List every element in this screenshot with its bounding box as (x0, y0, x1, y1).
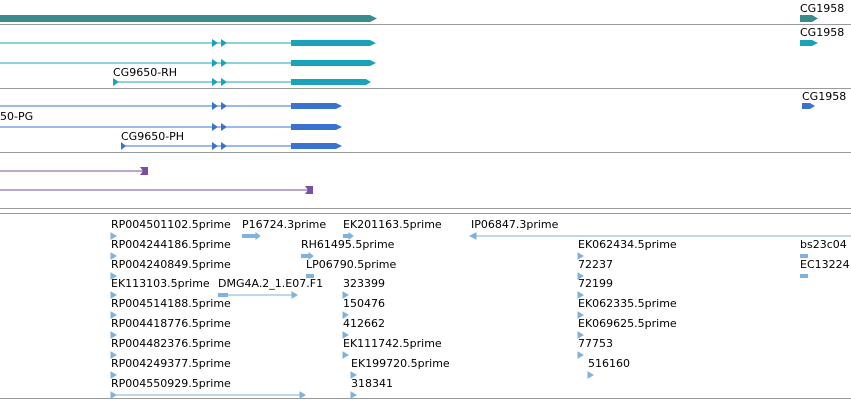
est-feature[interactable] (110, 311, 117, 319)
est-feature[interactable] (577, 351, 584, 359)
est-feature[interactable] (587, 371, 594, 379)
est-label[interactable]: EK062434.5prime (578, 238, 677, 251)
est-label[interactable]: IP06847.3prime (471, 218, 559, 231)
mrna-track (0, 39, 818, 86)
est-feature[interactable] (110, 232, 117, 240)
est-feature[interactable] (110, 272, 117, 280)
est-feature[interactable] (350, 371, 357, 379)
est-label[interactable]: EK062335.5prime (578, 297, 677, 310)
est-feature[interactable] (242, 232, 261, 240)
cds-label-pg[interactable]: 50-PG (0, 110, 34, 123)
est-label[interactable]: EC13224 (800, 258, 850, 271)
est-feature[interactable] (218, 291, 298, 299)
est-label[interactable]: 77753 (578, 337, 613, 350)
mrna-transcript-cg9650-rh[interactable] (113, 78, 371, 86)
est-feature[interactable] (468, 232, 851, 240)
mrna-label-cg9650-rh[interactable]: CG9650-RH (113, 66, 178, 79)
gene-feature-cg9650[interactable] (0, 15, 377, 22)
track-separator (0, 208, 851, 209)
est-label[interactable]: EK069625.5prime (578, 317, 677, 330)
est-label[interactable]: 412662 (343, 317, 385, 330)
cds-feature[interactable] (0, 102, 342, 110)
cds-feature-cg1958[interactable] (802, 103, 815, 109)
est-feature[interactable] (577, 252, 584, 260)
track-separator (0, 152, 851, 153)
est-label[interactable]: EK113103.5prime (111, 277, 210, 290)
est-feature[interactable] (342, 351, 349, 359)
mrna-transcript[interactable] (0, 39, 376, 47)
est-label[interactable]: 318341 (351, 377, 393, 390)
est-feature[interactable] (110, 371, 117, 379)
est-label[interactable]: RP004514188.5prime (111, 297, 231, 310)
est-label[interactable]: 516160 (588, 357, 630, 370)
est-feature[interactable] (301, 252, 314, 260)
est-label[interactable]: 72199 (578, 277, 613, 290)
est-label[interactable]: RP004482376.5prime (111, 337, 231, 350)
est-label[interactable]: RP004550929.5prime (111, 377, 231, 390)
gene-label-cg1958[interactable]: CG1958 (800, 2, 845, 15)
est-label[interactable]: 72237 (578, 258, 613, 271)
cds-track (0, 102, 815, 150)
est-label[interactable]: LP06790.5prime (306, 258, 397, 271)
est-label[interactable]: 150476 (343, 297, 385, 310)
est-label[interactable]: RP004249377.5prime (111, 357, 231, 370)
est-feature[interactable] (110, 252, 117, 260)
est-feature[interactable] (343, 232, 354, 240)
est-label[interactable]: bs23c04 (800, 238, 847, 251)
est-label[interactable]: P16724.3prime (242, 218, 327, 231)
est-feature[interactable] (800, 254, 808, 258)
est-feature[interactable] (800, 274, 808, 278)
est-label[interactable]: RP004418776.5prime (111, 317, 231, 330)
cds-label-cg1958[interactable]: CG1958 (802, 90, 847, 103)
est-label[interactable]: RH61495.5prime (301, 238, 395, 251)
gene-track (0, 15, 818, 22)
cds-feature-cg9650-ph[interactable] (121, 142, 342, 150)
est-label[interactable]: RP004244186.5prime (111, 238, 231, 251)
ncrna-feature[interactable] (0, 186, 313, 194)
est-feature[interactable] (110, 331, 117, 339)
est-feature[interactable] (342, 331, 349, 339)
est-label[interactable]: RP004501102.5prime (111, 218, 231, 231)
cds-label-cg9650-ph[interactable]: CG9650-PH (121, 130, 185, 143)
mrna-label-cg1958[interactable]: CG1958 (800, 26, 845, 39)
est-feature[interactable] (110, 351, 117, 359)
ncrna-track (0, 167, 313, 194)
cds-feature-pg[interactable] (0, 123, 342, 131)
est-feature[interactable] (577, 331, 584, 339)
est-feature[interactable] (577, 272, 584, 280)
est-feature[interactable] (350, 391, 357, 399)
est-label[interactable]: DMG4A.2_1.E07.F1 (218, 277, 324, 290)
est-feature[interactable] (577, 311, 584, 319)
est-label[interactable]: 323399 (343, 277, 385, 290)
track-separator (0, 213, 851, 214)
est-feature[interactable] (342, 311, 349, 319)
mrna-transcript-cg1958[interactable] (800, 40, 818, 46)
est-label[interactable]: RP004240849.5prime (111, 258, 231, 271)
track-separator (0, 88, 851, 89)
est-feature[interactable] (577, 291, 584, 299)
est-label[interactable]: EK199720.5prime (351, 357, 450, 370)
track-separator (0, 24, 851, 25)
est-feature[interactable] (110, 391, 306, 399)
gene-feature-cg1958[interactable] (800, 15, 818, 22)
ncrna-feature[interactable] (0, 167, 148, 175)
est-label[interactable]: EK111742.5prime (343, 337, 442, 350)
est-feature[interactable] (342, 291, 349, 299)
est-label[interactable]: EK201163.5prime (343, 218, 442, 231)
mrna-transcript[interactable] (0, 59, 376, 67)
track-separator (0, 398, 851, 399)
est-feature[interactable] (110, 291, 117, 299)
est-feature[interactable] (306, 274, 314, 278)
